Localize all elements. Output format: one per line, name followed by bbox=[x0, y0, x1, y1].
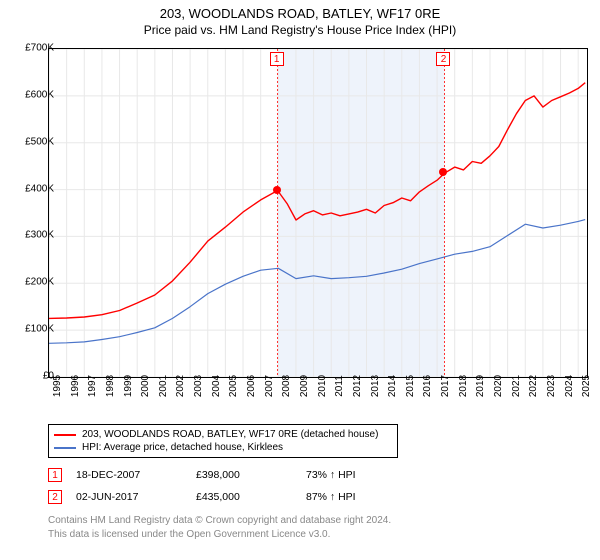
x-tick-label: 2023 bbox=[546, 375, 557, 397]
sale-dot bbox=[273, 186, 281, 194]
x-tick-label: 2009 bbox=[299, 375, 310, 397]
footer-line: Contains HM Land Registry data © Crown c… bbox=[48, 514, 391, 528]
x-tick-label: 1997 bbox=[87, 375, 98, 397]
sale-date: 02-JUN-2017 bbox=[76, 491, 196, 503]
y-tick-label: £300K bbox=[8, 230, 54, 241]
y-tick-label: £500K bbox=[8, 136, 54, 147]
sale-marker: 1 bbox=[48, 468, 76, 482]
x-tick-label: 2020 bbox=[493, 375, 504, 397]
x-tick-label: 2025 bbox=[581, 375, 592, 397]
x-tick-label: 2018 bbox=[458, 375, 469, 397]
y-tick-label: £100K bbox=[8, 324, 54, 335]
title-address: 203, WOODLANDS ROAD, BATLEY, WF17 0RE bbox=[0, 6, 600, 21]
marker-box: 2 bbox=[48, 490, 62, 504]
x-tick-label: 2007 bbox=[264, 375, 275, 397]
x-tick-label: 1998 bbox=[105, 375, 116, 397]
x-tick-label: 2011 bbox=[334, 375, 345, 397]
legend-row: 203, WOODLANDS ROAD, BATLEY, WF17 0RE (d… bbox=[54, 428, 392, 441]
x-tick-label: 2001 bbox=[158, 375, 169, 397]
x-tick-label: 2019 bbox=[475, 375, 486, 397]
sale-marker-box: 2 bbox=[436, 52, 450, 66]
sale-marker-box: 1 bbox=[270, 52, 284, 66]
legend-label: HPI: Average price, detached house, Kirk… bbox=[82, 442, 283, 453]
y-tick-label: £600K bbox=[8, 89, 54, 100]
y-tick-label: £400K bbox=[8, 183, 54, 194]
x-tick-label: 1999 bbox=[123, 375, 134, 397]
sale-price: £398,000 bbox=[196, 469, 306, 481]
chart-container: 203, WOODLANDS ROAD, BATLEY, WF17 0RE Pr… bbox=[0, 0, 600, 560]
x-tick-label: 2004 bbox=[211, 375, 222, 397]
legend-label: 203, WOODLANDS ROAD, BATLEY, WF17 0RE (d… bbox=[82, 429, 378, 440]
x-tick-label: 2015 bbox=[405, 375, 416, 397]
sale-table: 1 18-DEC-2007 £398,000 73% ↑ HPI 2 02-JU… bbox=[48, 464, 396, 508]
title-subtitle: Price paid vs. HM Land Registry's House … bbox=[0, 23, 600, 37]
sale-row: 2 02-JUN-2017 £435,000 87% ↑ HPI bbox=[48, 486, 396, 508]
x-tick-label: 2012 bbox=[352, 375, 363, 397]
x-tick-label: 2016 bbox=[422, 375, 433, 397]
x-tick-label: 2000 bbox=[140, 375, 151, 397]
sale-date: 18-DEC-2007 bbox=[76, 469, 196, 481]
x-tick-label: 2002 bbox=[175, 375, 186, 397]
chart-area bbox=[48, 48, 588, 378]
x-tick-label: 1996 bbox=[70, 375, 81, 397]
footer: Contains HM Land Registry data © Crown c… bbox=[48, 514, 391, 541]
legend-swatch bbox=[54, 434, 76, 436]
legend-row: HPI: Average price, detached house, Kirk… bbox=[54, 441, 392, 454]
sale-dot bbox=[439, 168, 447, 176]
marker-box: 1 bbox=[48, 468, 62, 482]
title-block: 203, WOODLANDS ROAD, BATLEY, WF17 0RE Pr… bbox=[0, 0, 600, 37]
x-tick-label: 2010 bbox=[317, 375, 328, 397]
legend: 203, WOODLANDS ROAD, BATLEY, WF17 0RE (d… bbox=[48, 424, 398, 458]
sale-price: £435,000 bbox=[196, 491, 306, 503]
sale-pct: 73% ↑ HPI bbox=[306, 469, 396, 481]
x-tick-label: 2003 bbox=[193, 375, 204, 397]
sale-marker: 2 bbox=[48, 490, 76, 504]
x-tick-label: 2024 bbox=[564, 375, 575, 397]
x-tick-label: 2006 bbox=[246, 375, 257, 397]
x-tick-label: 2022 bbox=[528, 375, 539, 397]
footer-line: This data is licensed under the Open Gov… bbox=[48, 528, 391, 542]
y-tick-label: £0 bbox=[8, 371, 54, 382]
x-tick-label: 2021 bbox=[511, 375, 522, 397]
x-tick-label: 2008 bbox=[281, 375, 292, 397]
sale-pct: 87% ↑ HPI bbox=[306, 491, 396, 503]
x-tick-label: 2014 bbox=[387, 375, 398, 397]
y-tick-label: £700K bbox=[8, 43, 54, 54]
plot-svg bbox=[49, 49, 587, 377]
x-tick-label: 1995 bbox=[52, 375, 63, 397]
y-tick-label: £200K bbox=[8, 277, 54, 288]
sale-row: 1 18-DEC-2007 £398,000 73% ↑ HPI bbox=[48, 464, 396, 486]
x-tick-label: 2005 bbox=[228, 375, 239, 397]
x-tick-label: 2013 bbox=[370, 375, 381, 397]
legend-swatch bbox=[54, 447, 76, 449]
x-tick-label: 2017 bbox=[440, 375, 451, 397]
